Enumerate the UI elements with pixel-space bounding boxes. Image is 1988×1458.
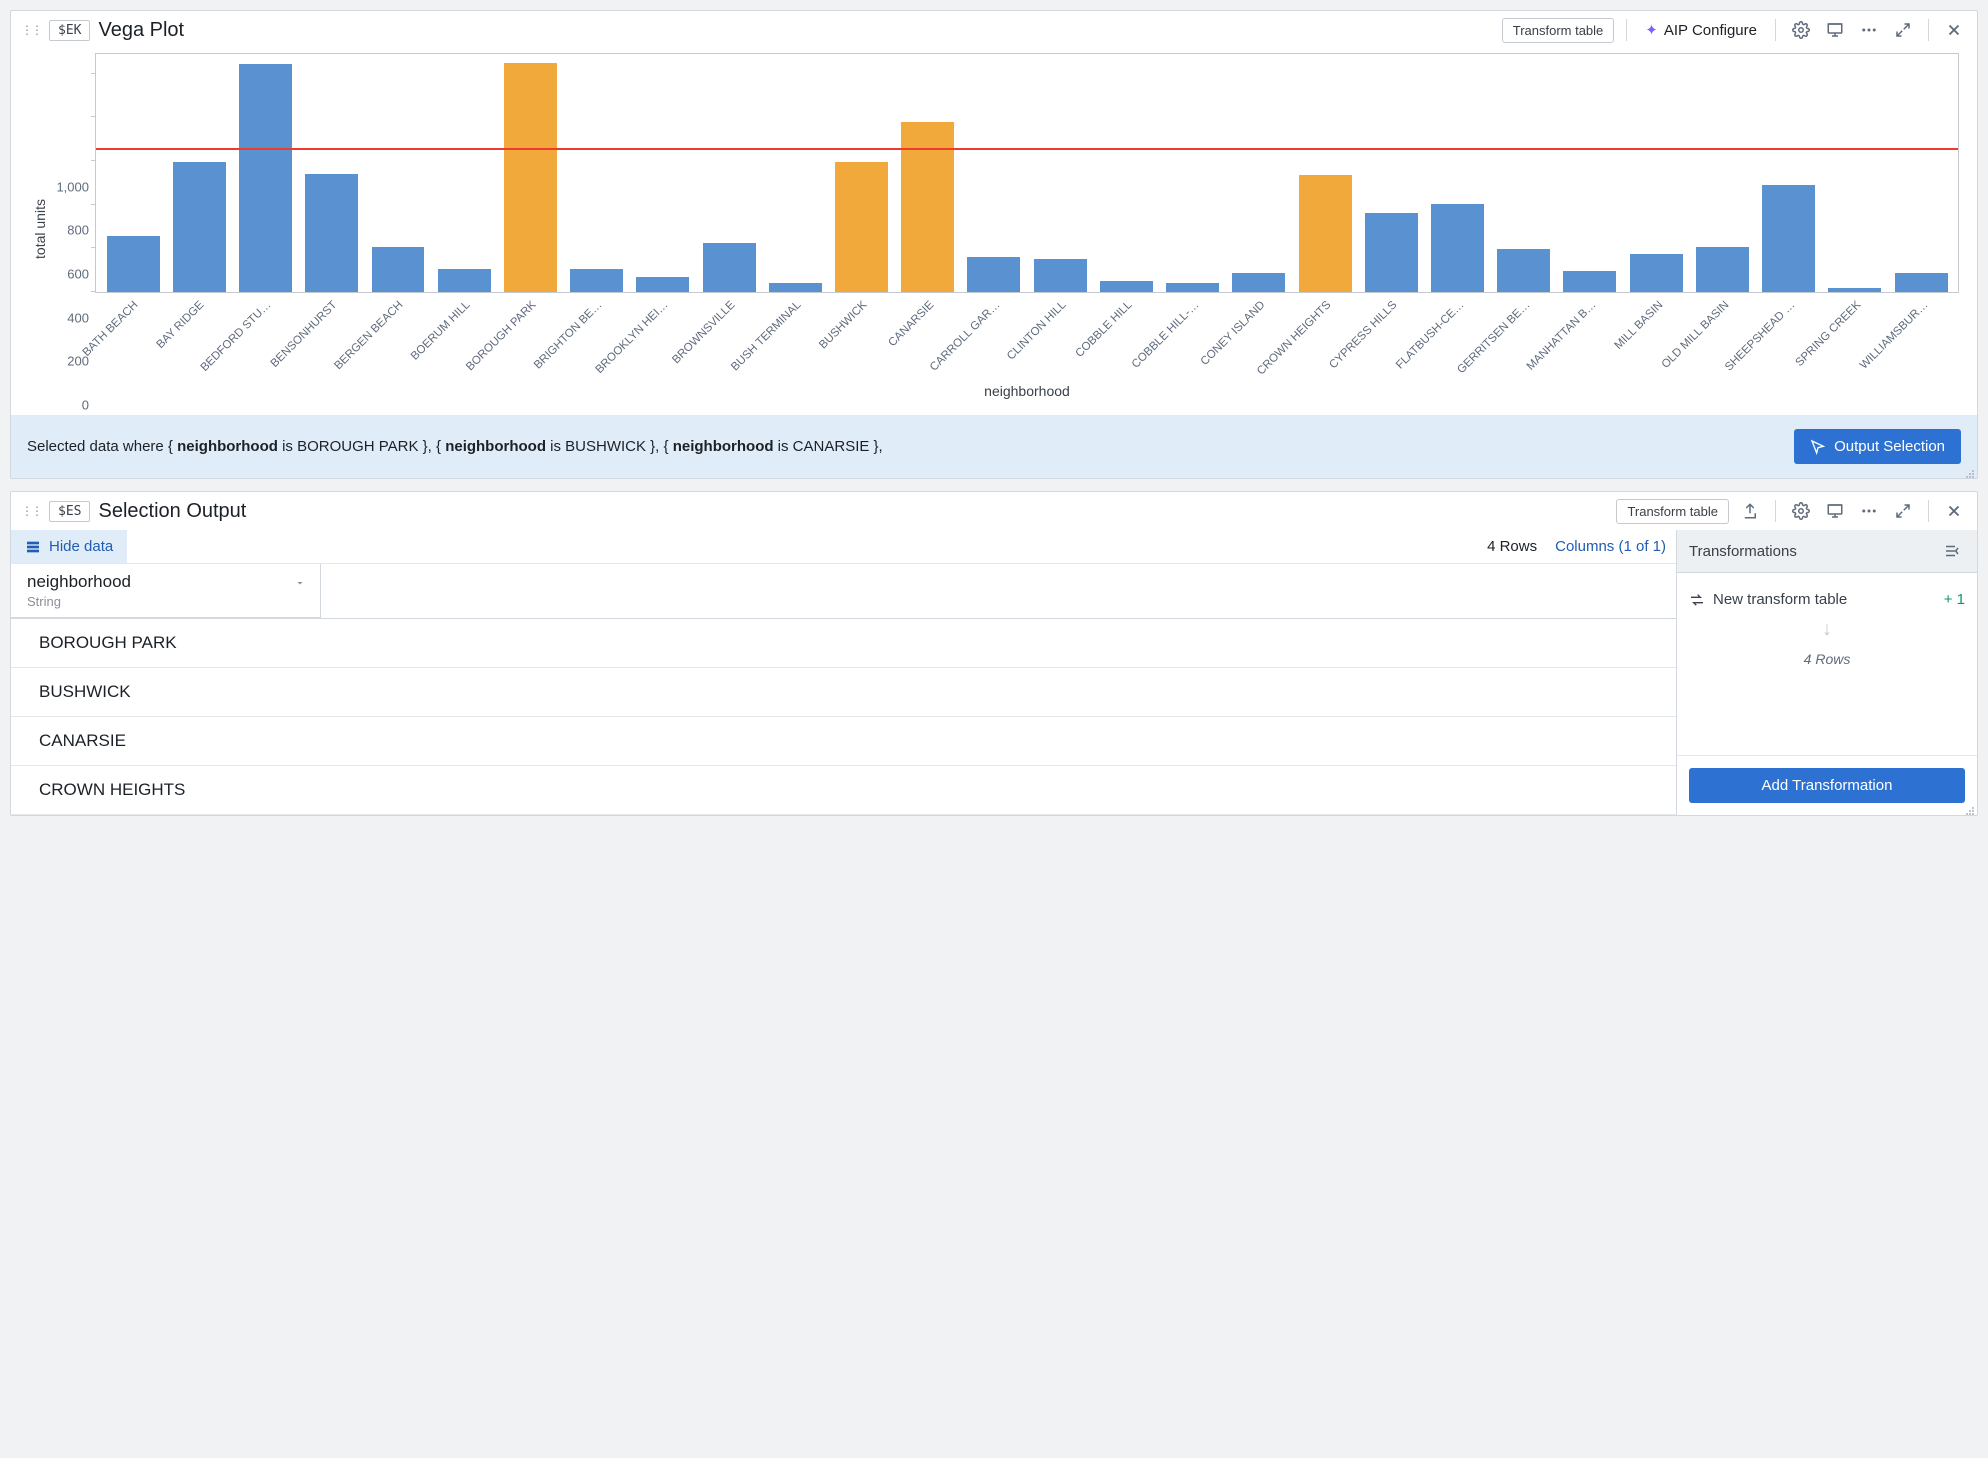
table-row[interactable]: CROWN HEIGHTS bbox=[11, 766, 1676, 815]
add-transformation-button[interactable]: Add Transformation bbox=[1689, 768, 1965, 803]
more-icon[interactable] bbox=[1856, 17, 1882, 43]
presentation-icon[interactable] bbox=[1822, 17, 1848, 43]
expand-icon[interactable] bbox=[1890, 498, 1916, 524]
export-icon[interactable] bbox=[1737, 498, 1763, 524]
x-axis: BATH BEACHBAY RIDGEBEDFORD STU…BENSONHUR… bbox=[95, 293, 1959, 383]
bar[interactable] bbox=[173, 162, 226, 292]
x-axis-label: neighborhood bbox=[95, 383, 1959, 405]
table-row[interactable]: BUSHWICK bbox=[11, 668, 1676, 717]
y-tick: 800 bbox=[67, 223, 89, 238]
hide-data-button[interactable]: Hide data bbox=[11, 530, 127, 563]
bar[interactable] bbox=[835, 162, 888, 292]
selection-bar: Selected data where { neighborhood is BO… bbox=[11, 415, 1977, 478]
table-toolbar: Hide data 4 Rows Columns (1 of 1) bbox=[11, 530, 1676, 564]
vega-plot-panel: $EK Vega Plot Transform table ✦ AIP Conf… bbox=[10, 10, 1978, 479]
bar[interactable] bbox=[438, 269, 491, 292]
bar[interactable] bbox=[1431, 204, 1484, 292]
plot-area[interactable] bbox=[95, 53, 1959, 293]
bar[interactable] bbox=[1563, 271, 1616, 292]
bar[interactable] bbox=[1696, 247, 1749, 292]
bar[interactable] bbox=[1100, 281, 1153, 292]
selection-text: Selected data where { neighborhood is BO… bbox=[27, 438, 883, 455]
bar[interactable] bbox=[1497, 249, 1550, 292]
y-tick: 1,000 bbox=[56, 179, 89, 194]
drag-handle-icon[interactable] bbox=[21, 505, 41, 517]
x-tick: CANARSIE bbox=[886, 299, 936, 349]
panel-title: Vega Plot bbox=[98, 19, 184, 42]
bar[interactable] bbox=[769, 283, 822, 292]
bar[interactable] bbox=[1299, 175, 1352, 292]
bar[interactable] bbox=[1232, 273, 1285, 292]
bar[interactable] bbox=[1630, 254, 1683, 292]
panel-title: Selection Output bbox=[98, 500, 246, 523]
transform-table-button[interactable]: Transform table bbox=[1616, 499, 1729, 524]
column-header[interactable]: neighborhood String bbox=[11, 564, 320, 618]
bar[interactable] bbox=[1828, 288, 1881, 292]
bar[interactable] bbox=[372, 247, 425, 292]
transformations-header: Transformations bbox=[1677, 530, 1977, 573]
bar[interactable] bbox=[305, 174, 358, 292]
bar[interactable] bbox=[239, 64, 292, 292]
bar[interactable] bbox=[504, 63, 557, 292]
bar[interactable] bbox=[703, 243, 756, 292]
rows-count-italic: 4 Rows bbox=[1804, 651, 1851, 667]
transformations-panel: Transformations New transform table + 1 … bbox=[1677, 530, 1977, 815]
aip-configure-button[interactable]: ✦ AIP Configure bbox=[1639, 21, 1763, 39]
presentation-icon[interactable] bbox=[1822, 498, 1848, 524]
expand-icon[interactable] bbox=[1890, 17, 1916, 43]
column-name: neighborhood bbox=[27, 572, 304, 592]
arrow-down-icon: ↓ bbox=[1822, 618, 1832, 641]
rows-count: 4 Rows bbox=[1487, 538, 1537, 555]
output-body: Hide data 4 Rows Columns (1 of 1) neighb… bbox=[11, 530, 1977, 815]
bar[interactable] bbox=[1365, 213, 1418, 292]
selection-output-panel: $ES Selection Output Transform table bbox=[10, 491, 1978, 816]
gear-icon[interactable] bbox=[1788, 498, 1814, 524]
gear-icon[interactable] bbox=[1788, 17, 1814, 43]
panel-tag: $ES bbox=[49, 501, 90, 522]
drag-handle-icon[interactable] bbox=[21, 24, 41, 36]
output-selection-button[interactable]: Output Selection bbox=[1794, 429, 1961, 464]
bar[interactable] bbox=[107, 236, 160, 292]
transform-table-button[interactable]: Transform table bbox=[1502, 18, 1615, 43]
y-tick: 600 bbox=[67, 267, 89, 282]
bar[interactable] bbox=[570, 269, 623, 292]
column-type: String bbox=[27, 594, 304, 609]
columns-link[interactable]: Columns (1 of 1) bbox=[1555, 538, 1666, 555]
threshold-line bbox=[96, 148, 1958, 150]
chevron-down-icon[interactable] bbox=[294, 576, 306, 592]
plus-one-badge: + 1 bbox=[1944, 591, 1965, 608]
collapse-icon[interactable] bbox=[1939, 538, 1965, 564]
bar[interactable] bbox=[1034, 259, 1087, 292]
output-panel-header: $ES Selection Output Transform table bbox=[11, 492, 1977, 530]
close-icon[interactable] bbox=[1941, 498, 1967, 524]
bar[interactable] bbox=[967, 257, 1020, 292]
bar[interactable] bbox=[1166, 283, 1219, 292]
more-icon[interactable] bbox=[1856, 498, 1882, 524]
bar[interactable] bbox=[636, 277, 689, 292]
table-row[interactable]: CANARSIE bbox=[11, 717, 1676, 766]
panel-tag: $EK bbox=[49, 20, 90, 41]
bar[interactable] bbox=[1895, 273, 1948, 292]
table-row[interactable]: BOROUGH PARK bbox=[11, 619, 1676, 668]
vega-panel-header: $EK Vega Plot Transform table ✦ AIP Conf… bbox=[11, 11, 1977, 49]
y-tick: 400 bbox=[67, 310, 89, 325]
y-axis-label: total units bbox=[32, 199, 48, 259]
output-table: Hide data 4 Rows Columns (1 of 1) neighb… bbox=[11, 530, 1677, 815]
chart-area: total units 02004006008001,000 BATH BEAC… bbox=[11, 49, 1977, 415]
bar[interactable] bbox=[1762, 185, 1815, 292]
close-icon[interactable] bbox=[1941, 17, 1967, 43]
y-tick: 0 bbox=[82, 398, 89, 413]
sparkle-icon: ✦ bbox=[1645, 21, 1658, 39]
new-transform-row[interactable]: New transform table + 1 bbox=[1689, 591, 1965, 608]
